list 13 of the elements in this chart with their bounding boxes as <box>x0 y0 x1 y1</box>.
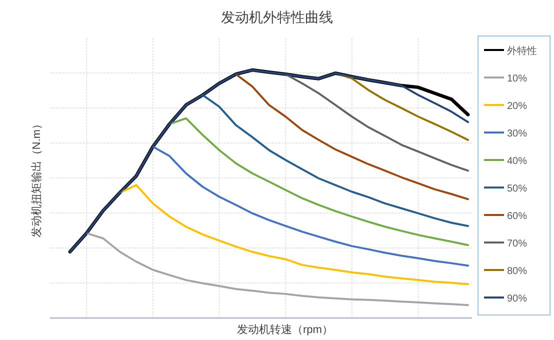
legend-label: 外特性 <box>507 45 537 57</box>
legend-label: 70% <box>507 238 528 250</box>
legend-label: 60% <box>507 211 528 222</box>
legend-label: 40% <box>507 156 528 167</box>
legend-label: 20% <box>507 101 528 112</box>
legend-label: 50% <box>507 184 528 194</box>
legend-label: 30% <box>507 128 528 140</box>
legend-label: 90% <box>507 294 528 304</box>
legend-label: 80% <box>507 266 528 277</box>
x-axis-title: 发动机转速（rpm） <box>237 323 333 336</box>
y-axis-title: 发动机扭矩输出（N.m） <box>30 118 43 238</box>
chart-title: 发动机外特性曲线 <box>221 9 333 25</box>
legend-label: 10% <box>507 74 528 84</box>
